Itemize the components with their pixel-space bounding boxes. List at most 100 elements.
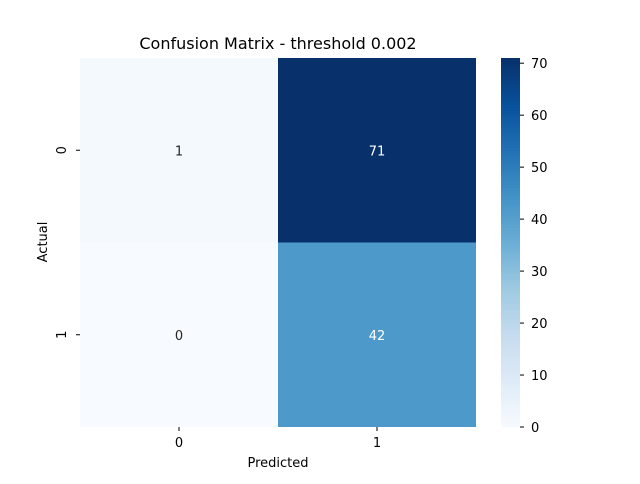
colorbar-segment <box>501 285 520 290</box>
colorbar-tick-label: 30 <box>531 265 548 280</box>
colorbar-segment <box>501 184 520 188</box>
colorbar-segment <box>501 420 520 425</box>
colorbar-segment <box>501 58 520 62</box>
colorbar-segment <box>501 377 520 382</box>
colorbar-segment <box>501 270 520 274</box>
colorbar-segment <box>501 260 520 265</box>
colorbar-segment <box>501 104 520 108</box>
colorbar-segment <box>501 414 520 419</box>
colorbar-segment <box>501 236 520 241</box>
colorbar-segment <box>501 119 520 124</box>
colorbar-segment <box>501 230 520 234</box>
heatmap-cell-0-1 <box>278 58 476 243</box>
colorbar-segment <box>501 156 520 161</box>
colorbar-segment <box>501 131 520 136</box>
colorbar-segment <box>501 196 520 201</box>
colorbar-segment <box>501 337 520 342</box>
colorbar-segment <box>501 76 520 81</box>
colorbar-segment <box>501 257 520 262</box>
colorbar-segment <box>501 316 520 320</box>
colorbar-segment <box>501 217 520 222</box>
colorbar-segment <box>501 101 520 105</box>
colorbar-segment <box>501 365 520 370</box>
colorbar-segment <box>501 110 520 114</box>
colorbar-tick-label: 20 <box>531 317 548 332</box>
colorbar-segment <box>501 393 520 397</box>
colorbar-segment <box>501 205 520 210</box>
colorbar-segment <box>501 304 520 308</box>
colorbar-segment <box>501 242 520 247</box>
colorbar-segment <box>501 325 520 330</box>
colorbar-segment <box>501 417 520 422</box>
colorbar-segment <box>501 208 520 213</box>
colorbar-segment <box>501 334 520 339</box>
colorbar-segment <box>501 399 520 403</box>
colorbar-segment <box>501 227 520 231</box>
colorbar-segment <box>501 73 520 78</box>
colorbar-segment <box>501 307 520 311</box>
colorbar-segment <box>501 174 520 179</box>
colorbar-segment <box>501 181 520 185</box>
colorbar-segment <box>501 297 520 302</box>
colorbar-segment <box>501 328 520 333</box>
colorbar-segment <box>501 107 520 111</box>
colorbar-segment <box>501 162 520 167</box>
colorbar-segment <box>501 264 520 268</box>
colorbar-segment <box>501 294 520 299</box>
colorbar-segment <box>501 310 520 314</box>
cell-annotation-0-1: 71 <box>369 144 386 159</box>
colorbar-segment <box>501 128 520 133</box>
colorbar-segment <box>501 91 520 96</box>
colorbar-tick-label: 10 <box>531 369 548 384</box>
colorbar-segment <box>501 134 520 139</box>
colorbar-segment <box>501 319 520 324</box>
x-tick-label-0: 0 <box>175 436 183 451</box>
axes: 0 1 0 1 <box>55 146 381 451</box>
colorbar-segment <box>501 199 520 204</box>
colorbar-segment <box>501 137 520 142</box>
colorbar-segment <box>501 168 520 173</box>
colorbar-segment <box>501 322 520 327</box>
y-tick-label-1: 1 <box>55 331 70 339</box>
colorbar-tick-label: 70 <box>531 57 548 72</box>
colorbar-segment <box>501 251 520 256</box>
colorbar-segment <box>501 267 520 271</box>
colorbar-segment <box>501 61 520 65</box>
colorbar-segment <box>501 94 520 99</box>
y-tick-label-0: 0 <box>55 146 70 154</box>
colorbar-segment <box>501 70 520 74</box>
colorbar-segment <box>501 362 520 367</box>
colorbar-segment <box>501 85 520 90</box>
colorbar-segment <box>501 300 520 305</box>
colorbar-segment <box>501 79 520 84</box>
colorbar-segment <box>501 368 520 373</box>
colorbar-segment <box>501 248 520 253</box>
colorbar-segment <box>501 245 520 250</box>
colorbar-segment <box>501 171 520 176</box>
colorbar-segment <box>501 202 520 207</box>
colorbar-tick-label: 40 <box>531 213 548 228</box>
colorbar-segment <box>501 254 520 259</box>
colorbar-segment <box>501 273 520 277</box>
colorbar-segment <box>501 356 520 360</box>
x-axis-label: Predicted <box>247 456 308 471</box>
colorbar-segment <box>501 340 520 345</box>
colorbar-segment <box>501 97 520 102</box>
colorbar-segment <box>501 343 520 348</box>
heatmap-cell-0-0 <box>80 58 278 243</box>
colorbar-segment <box>501 353 520 357</box>
colorbar-segment <box>501 374 520 379</box>
colorbar-segment <box>501 67 520 71</box>
colorbar-segment <box>501 190 520 194</box>
heatmap-cell-1-0 <box>80 242 278 427</box>
colorbar-segment <box>501 214 520 219</box>
colorbar-segment <box>501 405 520 410</box>
cell-annotation-1-0: 0 <box>175 329 183 344</box>
colorbar-segment <box>501 165 520 170</box>
colorbar-tick-label: 60 <box>531 109 548 124</box>
colorbar-segment <box>501 402 520 407</box>
colorbar-segment <box>501 177 520 182</box>
colorbar-segment <box>501 350 520 354</box>
cell-annotations: 1 71 0 42 <box>175 144 385 344</box>
colorbar-segment <box>501 211 520 216</box>
